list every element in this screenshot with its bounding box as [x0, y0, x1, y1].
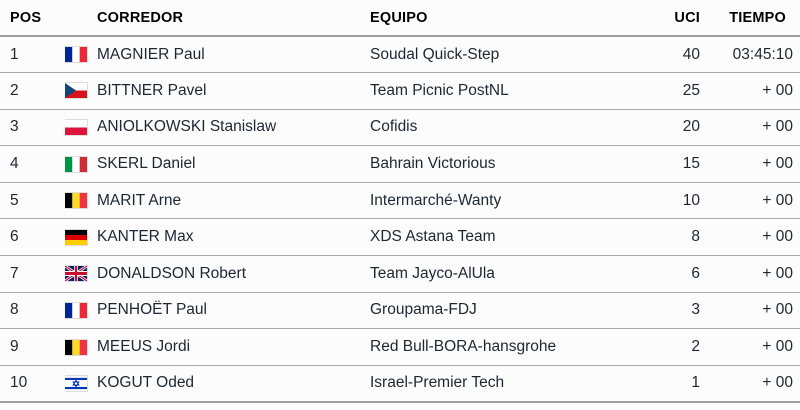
- team-name: Red Bull-BORA-hansgrohe: [370, 338, 557, 356]
- uci-points: 3: [691, 301, 700, 319]
- rider-name: ANIOLKOWSKI Stanislaw: [97, 118, 277, 136]
- flag-germany-icon: [65, 229, 87, 245]
- uci-points: 1: [691, 374, 700, 392]
- table-row: 6 KANTER Max XDS Astana Team 8 + 00: [0, 219, 800, 256]
- rider-name: KANTER Max: [97, 228, 194, 246]
- rider-name: DONALDSON Robert: [97, 264, 247, 282]
- rider-name: KOGUT Oded: [97, 374, 195, 392]
- team-name: XDS Astana Team: [370, 228, 496, 246]
- flag-france-icon: [65, 47, 87, 63]
- team-name: Groupama-FDJ: [370, 301, 477, 319]
- position-value: 6: [10, 228, 19, 246]
- team-name: Intermarché-Wanty: [370, 191, 502, 209]
- uci-points: 10: [682, 191, 700, 209]
- time-value: + 00: [762, 301, 793, 319]
- time-value: + 00: [762, 155, 793, 173]
- uci-points: 25: [682, 81, 700, 99]
- flag-israel-icon: [65, 375, 87, 391]
- team-name: Team Picnic PostNL: [370, 81, 509, 99]
- table-row: 8 PENHOËT Paul Groupama-FDJ 3 + 00: [0, 292, 800, 329]
- time-value: + 00: [762, 338, 793, 356]
- rider-name: BITTNER Pavel: [97, 81, 207, 99]
- rider-name: PENHOËT Paul: [97, 301, 207, 319]
- table-header-row: POS CORREDOR EQUIPO UCI TIEMPO: [0, 0, 800, 36]
- table-row: 5 MARIT Arne Intermarché-Wanty 10 + 00: [0, 182, 800, 219]
- rider-name: MEEUS Jordi: [97, 338, 191, 356]
- table-row: 3 ANIOLKOWSKI Stanislaw Cofidis 20 + 00: [0, 109, 800, 146]
- position-value: 2: [10, 81, 19, 99]
- position-value: 8: [10, 301, 19, 319]
- table-row: 1 MAGNIER Paul Soudal Quick-Step 40 03:4…: [0, 36, 800, 73]
- position-value: 7: [10, 264, 19, 282]
- table-row: 2 BITTNER Pavel Team Picnic PostNL 25 + …: [0, 73, 800, 110]
- table-row: 9 MEEUS Jordi Red Bull-BORA-hansgrohe 2 …: [0, 329, 800, 366]
- column-header-tiempo: TIEMPO: [729, 9, 786, 26]
- flag-italy-icon: [65, 156, 87, 172]
- column-header-equipo: EQUIPO: [370, 9, 428, 26]
- time-value: + 00: [762, 264, 793, 282]
- rider-name: MAGNIER Paul: [97, 45, 205, 63]
- flag-belgium-icon: [65, 193, 87, 209]
- time-value: + 00: [762, 374, 793, 392]
- position-value: 3: [10, 118, 19, 136]
- flag-france-icon: [65, 302, 87, 318]
- team-name: Team Jayco-AlUla: [370, 264, 495, 282]
- time-value: + 00: [762, 228, 793, 246]
- position-value: 10: [10, 374, 28, 392]
- position-value: 1: [10, 45, 19, 63]
- uci-points: 15: [682, 155, 700, 173]
- table-row: 10 KOGUT Oded Israel-Premier Tech 1 + 00: [0, 365, 800, 402]
- time-value: + 00: [762, 191, 793, 209]
- uci-points: 40: [682, 45, 700, 63]
- position-value: 5: [10, 191, 19, 209]
- time-value: + 00: [762, 118, 793, 136]
- position-value: 4: [10, 155, 19, 173]
- column-header-pos: POS: [10, 9, 42, 26]
- column-header-uci: UCI: [674, 9, 700, 26]
- time-value: 03:45:10: [732, 45, 793, 63]
- flag-belgium-icon: [65, 339, 87, 355]
- uci-points: 6: [691, 264, 700, 282]
- team-name: Soudal Quick-Step: [370, 45, 500, 63]
- uci-points: 2: [691, 338, 700, 356]
- column-header-corredor: CORREDOR: [97, 9, 184, 26]
- uci-points: 20: [682, 118, 700, 136]
- team-name: Israel-Premier Tech: [370, 374, 505, 392]
- team-name: Bahrain Victorious: [370, 155, 496, 173]
- table-row: 7 DONALDSON Robert Team Jayco-AlUla 6 + …: [0, 256, 800, 293]
- team-name: Cofidis: [370, 118, 418, 136]
- flag-great-britain-icon: [65, 266, 87, 282]
- flag-poland-icon: [65, 119, 87, 135]
- table-row: 4 SKERL Daniel Bahrain Victorious 15 + 0…: [0, 146, 800, 183]
- uci-points: 8: [691, 228, 700, 246]
- rider-name: MARIT Arne: [97, 191, 182, 209]
- position-value: 9: [10, 338, 19, 356]
- rider-name: SKERL Daniel: [97, 155, 196, 173]
- flag-czech-republic-icon: [65, 83, 87, 99]
- time-value: + 00: [762, 81, 793, 99]
